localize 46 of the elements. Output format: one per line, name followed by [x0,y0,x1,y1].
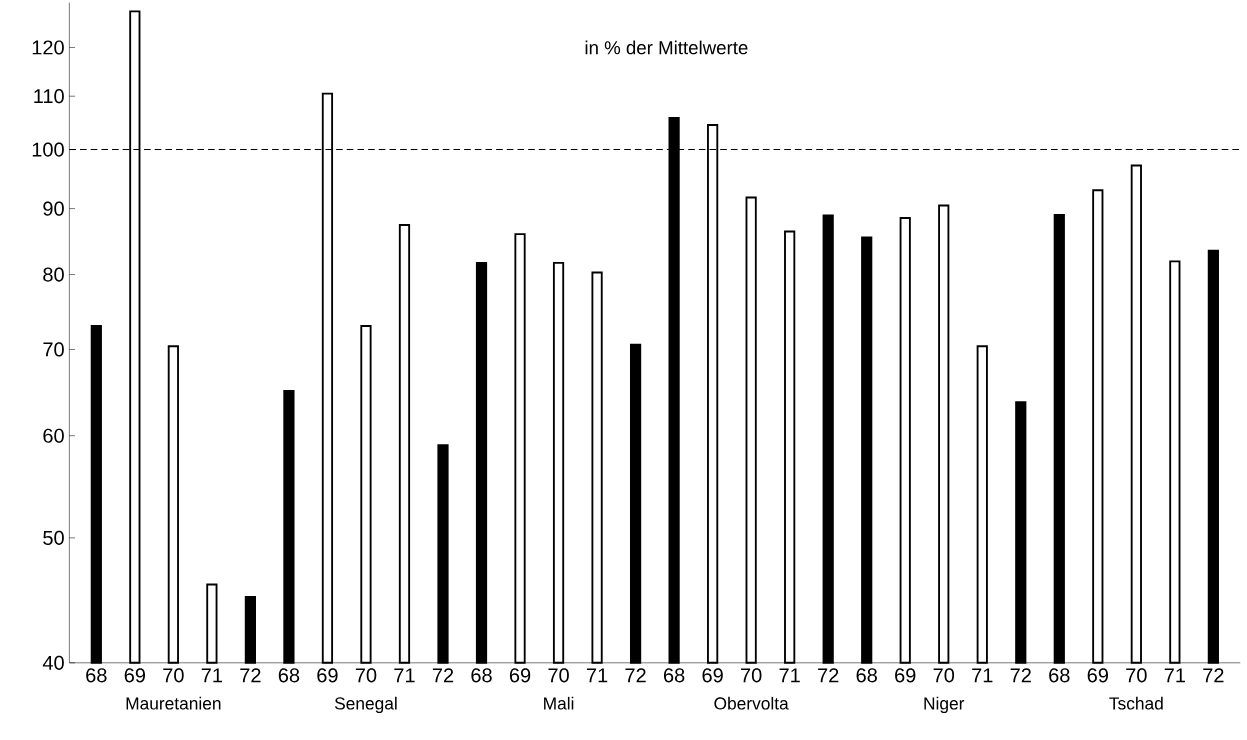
x-tick-label: 70 [163,668,184,683]
x-tick-label: 69 [895,668,916,683]
x-tick-label: 72 [1010,668,1031,683]
text: Obervolta [714,696,789,710]
x-tick-label: 69 [317,668,338,683]
text: Senegal [334,696,397,713]
x-tick-label: 72 [818,668,839,683]
x-tick-label: 71 [586,668,608,683]
x-tick-label: 70 [355,668,377,683]
x-tick-label: 68 [856,668,877,683]
x-tick-label: 70 [741,668,762,683]
x-tick-label: 68 [664,668,685,683]
y-tick-label: 90 [43,201,64,216]
text: Niger [924,696,965,713]
x-tick-label: 69 [1087,668,1108,683]
x-tick-label: 71 [394,668,415,683]
x-tick-label: 70 [933,668,955,683]
x-tick-label: 72 [432,668,454,683]
x-tick-label: 69 [124,668,146,683]
y-tick-label: 120 [32,40,64,55]
y-tick-label: 70 [43,342,64,357]
y-tick-label: 80 [43,267,64,282]
x-tick-label: 68 [471,668,492,683]
x-tick-label: 72 [625,668,646,683]
x-tick-label: 71 [1164,668,1185,683]
x-tick-label: 71 [972,668,993,683]
x-tick-label: 71 [779,668,800,683]
x-tick-label: 72 [1203,668,1224,683]
x-tick-label: 68 [278,668,300,683]
y-tick-label: 110 [34,89,64,104]
annotation: in % der Mittelwerte [585,40,748,55]
y-tick-label: 100 [32,142,64,157]
x-tick-label: 70 [548,668,569,683]
text: Mali [544,696,574,710]
text: Mauretanien [126,696,221,710]
x-tick-label: 69 [509,668,531,683]
x-tick-label: 68 [1049,668,1070,683]
y-tick-label: 50 [43,530,64,545]
y-tick-label: 40 [42,655,64,670]
x-tick-label: 69 [702,668,723,683]
y-tick-label: 60 [43,428,64,443]
x-tick-label: 71 [201,668,223,683]
text: Tschad [1109,696,1163,710]
x-tick-label: 72 [240,668,261,683]
x-tick-label: 70 [1126,668,1147,683]
x-tick-label: 68 [86,668,107,683]
